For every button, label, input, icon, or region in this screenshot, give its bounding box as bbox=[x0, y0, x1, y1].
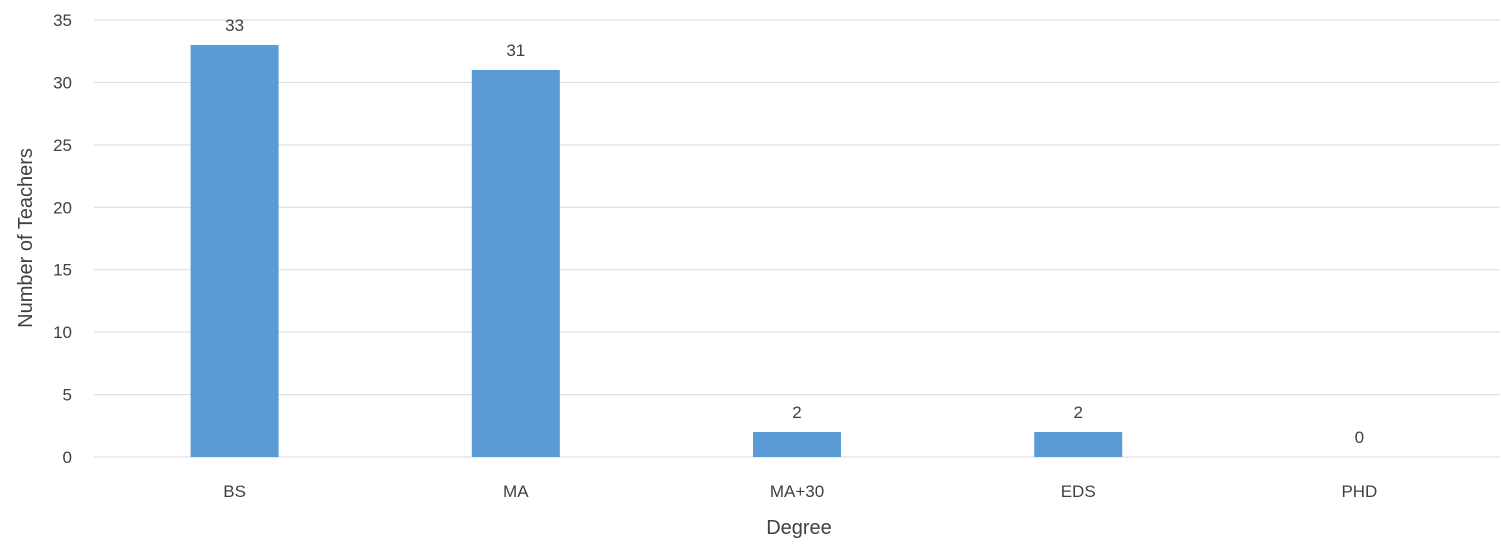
data-label: 2 bbox=[792, 403, 801, 422]
y-tick-label: 0 bbox=[63, 448, 72, 467]
bar-ma-30 bbox=[753, 432, 841, 457]
y-tick-label: 5 bbox=[63, 386, 72, 405]
y-tick-label: 25 bbox=[53, 136, 72, 155]
data-label: 33 bbox=[225, 16, 244, 35]
y-tick-label: 30 bbox=[53, 73, 72, 92]
x-tick-label: MA bbox=[503, 482, 529, 501]
gridlines bbox=[94, 19, 1500, 458]
y-tick-label: 10 bbox=[53, 323, 72, 342]
x-tick-label: MA+30 bbox=[770, 482, 824, 501]
y-axis-tick-labels: 0 5 10 15 20 25 30 35 bbox=[53, 11, 72, 467]
data-label: 2 bbox=[1073, 403, 1082, 422]
x-axis-title: Degree bbox=[766, 517, 832, 539]
bars bbox=[190, 44, 1123, 457]
y-tick-label: 35 bbox=[53, 11, 72, 30]
bar-eds bbox=[1034, 432, 1123, 457]
x-tick-label: PHD bbox=[1341, 482, 1377, 501]
data-label: 0 bbox=[1355, 428, 1364, 447]
y-tick-label: 15 bbox=[53, 261, 72, 280]
data-labels: 33 31 2 2 0 bbox=[225, 16, 1364, 447]
x-axis-tick-labels: BS MA MA+30 EDS PHD bbox=[223, 482, 1377, 501]
y-axis-title: Number of Teachers bbox=[15, 148, 37, 328]
x-tick-label: EDS bbox=[1061, 482, 1096, 501]
bar-bs bbox=[190, 44, 279, 457]
x-tick-label: BS bbox=[223, 482, 246, 501]
data-label: 31 bbox=[506, 41, 525, 60]
y-tick-label: 20 bbox=[53, 198, 72, 217]
bar-ma bbox=[471, 69, 560, 457]
